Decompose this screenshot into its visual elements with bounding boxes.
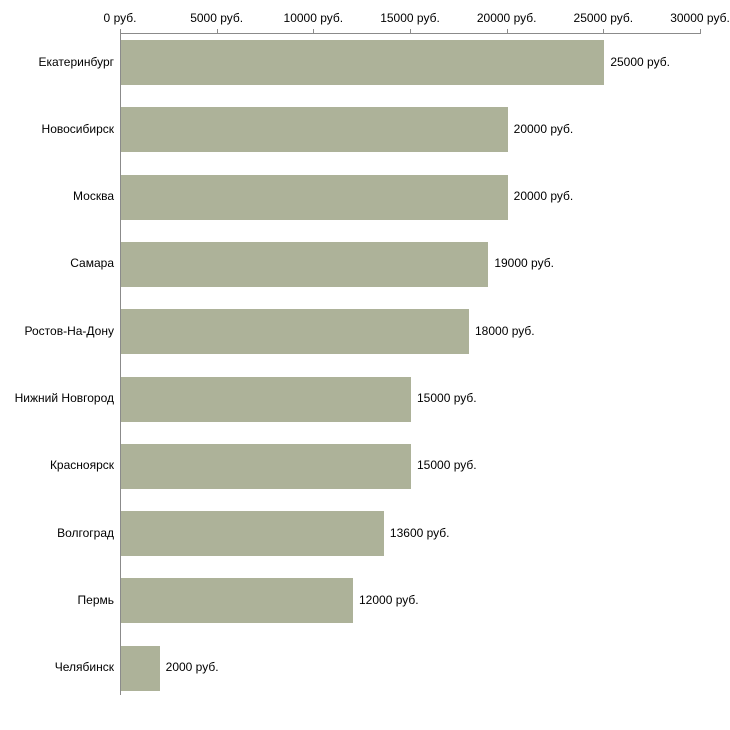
x-axis-tick: [506, 29, 508, 33]
value-label: 19000 руб.: [494, 256, 554, 271]
bar: [121, 174, 508, 220]
x-axis-tick-label: 20000 руб.: [476, 11, 537, 25]
value-label: 20000 руб.: [513, 189, 574, 204]
category-label: Волгоград: [57, 525, 114, 540]
x-axis-tick-label: 25000 руб.: [573, 11, 634, 25]
category-label: Новосибирск: [41, 121, 114, 136]
value-label: 12000 руб.: [359, 592, 419, 607]
category-label: Пермь: [77, 592, 114, 607]
x-axis-tick: [120, 29, 121, 33]
bar: [121, 309, 469, 355]
x-axis-tick-label: 10000 руб.: [283, 11, 344, 25]
category-label: Красноярск: [49, 458, 114, 473]
category-label: Самара: [70, 256, 114, 271]
x-axis-tick-label: 0 руб.: [103, 11, 137, 25]
value-label: 15000 руб.: [417, 458, 477, 473]
value-label: 25000 руб.: [610, 54, 670, 69]
value-label: 2000 руб.: [165, 660, 219, 675]
bar: [121, 241, 489, 287]
bar: [121, 645, 160, 691]
x-axis-tick: [603, 29, 605, 33]
bar: [121, 107, 508, 153]
x-axis-tick: [216, 29, 218, 33]
bar: [121, 511, 384, 557]
category-label: Нижний Новгород: [14, 391, 114, 405]
bar: [121, 578, 353, 624]
x-axis-tick-label: 30000 руб.: [670, 11, 730, 25]
x-axis-tick: [410, 29, 411, 33]
bar: [121, 376, 411, 422]
value-label: 15000 руб.: [417, 391, 477, 405]
bar: [121, 40, 605, 85]
category-label: Ростов-На-Дону: [24, 323, 114, 338]
x-axis-line: [120, 33, 701, 34]
y-axis-line: [120, 33, 121, 695]
x-axis-tick-label: 15000 руб.: [380, 11, 440, 25]
bar: [121, 443, 411, 489]
value-label: 13600 руб.: [389, 525, 450, 540]
x-axis-tick: [700, 29, 701, 33]
x-axis-tick-label: 5000 руб.: [190, 11, 244, 25]
value-label: 18000 руб.: [475, 323, 535, 338]
category-label: Москва: [73, 189, 114, 204]
category-label: Екатеринбург: [38, 54, 115, 69]
value-label: 20000 руб.: [513, 121, 574, 136]
category-label: Челябинск: [54, 660, 114, 675]
x-axis-tick: [313, 29, 315, 33]
